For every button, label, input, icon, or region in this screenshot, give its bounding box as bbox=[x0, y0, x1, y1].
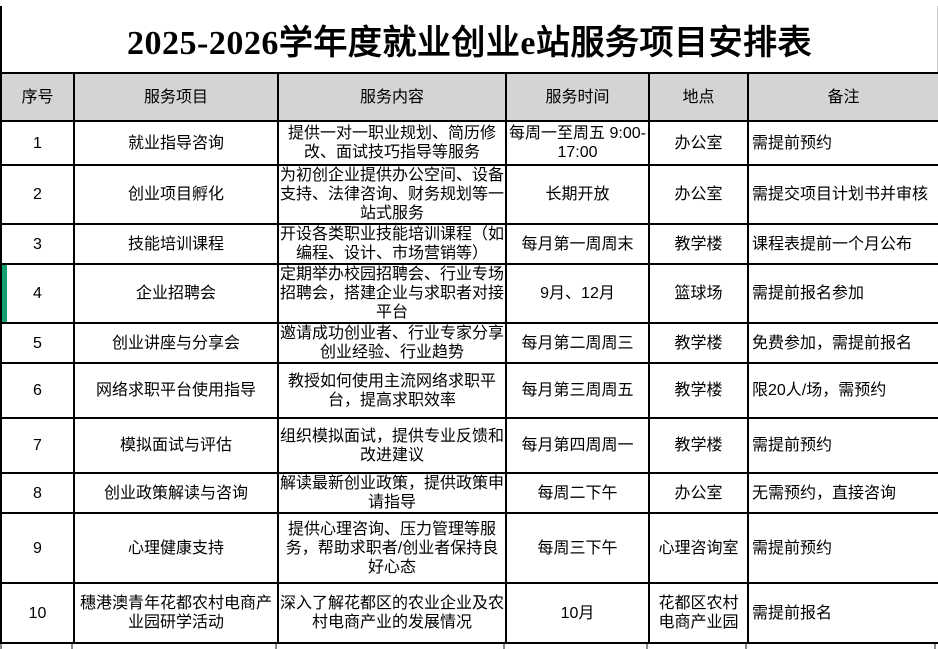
cell-no[interactable]: 8 bbox=[0, 472, 75, 514]
cell-project[interactable]: 创业项目孵化 bbox=[73, 164, 279, 225]
table-row: 7 模拟面试与评估 组织模拟面试，提供专业反馈和改进建议 每月第四周周一 教学楼 需提前预… bbox=[0, 417, 938, 474]
cell-location[interactable]: 花都区农村电商产业园 bbox=[648, 582, 749, 644]
cell-content[interactable]: 深入了解花都区的农业企业及农村电商产业的发展情况 bbox=[277, 582, 507, 644]
cell-no[interactable]: 7 bbox=[0, 417, 75, 474]
cell-note[interactable]: 需提前预约 bbox=[747, 512, 938, 584]
partial-next-row bbox=[0, 644, 938, 649]
cell-project[interactable]: 就业指导咨询 bbox=[73, 120, 279, 166]
cell-content[interactable]: 解读最新创业政策，提供政策申请指导 bbox=[277, 472, 507, 514]
cell-project[interactable]: 创业讲座与分享会 bbox=[73, 322, 279, 364]
cell-note[interactable]: 无需预约，直接咨询 bbox=[747, 472, 938, 514]
cell-location[interactable]: 教学楼 bbox=[648, 417, 749, 474]
cell-location[interactable]: 教学楼 bbox=[648, 223, 749, 265]
cell-no[interactable]: 2 bbox=[0, 164, 75, 225]
cell-location[interactable]: 办公室 bbox=[648, 472, 749, 514]
cell-content[interactable]: 教授如何使用主流网络求职平台，提高求职效率 bbox=[277, 362, 507, 419]
cell-project[interactable]: 模拟面试与评估 bbox=[73, 417, 279, 474]
col-header-location[interactable]: 地点 bbox=[648, 72, 749, 122]
partial-cell bbox=[505, 644, 648, 649]
cell-time[interactable]: 每周三下午 bbox=[505, 512, 650, 584]
cell-location[interactable]: 办公室 bbox=[648, 120, 749, 166]
cell-content[interactable]: 提供一对一职业规划、简历修改、面试技巧指导等服务 bbox=[277, 120, 507, 166]
cell-location[interactable]: 篮球场 bbox=[648, 263, 749, 324]
cell-content[interactable]: 提供心理咨询、压力管理等服务，帮助求职者/创业者保持良好心态 bbox=[277, 512, 507, 584]
col-header-note[interactable]: 备注 bbox=[747, 72, 938, 122]
table-row: 8 创业政策解读与咨询 解读最新创业政策，提供政策申请指导 每周二下午 办公室 无需预约，… bbox=[0, 472, 938, 514]
sheet-title-cell[interactable]: 2025-2026学年度就业创业e站服务项目安排表 bbox=[0, 6, 938, 72]
schedule-table: 序号 服务项目 服务内容 服务时间 地点 备注 1 就业指导咨询 提供一对一职业规划… bbox=[0, 72, 938, 644]
cell-time[interactable]: 每周二下午 bbox=[505, 472, 650, 514]
cell-time[interactable]: 每月第四周周一 bbox=[505, 417, 650, 474]
table-row: 1 就业指导咨询 提供一对一职业规划、简历修改、面试技巧指导等服务 每周一至周五 9:… bbox=[0, 120, 938, 166]
cell-time[interactable]: 9月、12月 bbox=[505, 263, 650, 324]
cell-no[interactable]: 6 bbox=[0, 362, 75, 419]
cell-location[interactable]: 教学楼 bbox=[648, 362, 749, 419]
cell-no[interactable]: 9 bbox=[0, 512, 75, 584]
cell-time[interactable]: 每月第三周周五 bbox=[505, 362, 650, 419]
partial-cell bbox=[747, 644, 936, 649]
table-body: 1 就业指导咨询 提供一对一职业规划、简历修改、面试技巧指导等服务 每周一至周五 9:… bbox=[0, 120, 938, 644]
partial-cell bbox=[0, 644, 73, 649]
cell-location[interactable]: 教学楼 bbox=[648, 322, 749, 364]
cell-project[interactable]: 企业招聘会 bbox=[73, 263, 279, 324]
cell-time[interactable]: 长期开放 bbox=[505, 164, 650, 225]
cell-note[interactable]: 需提前预约 bbox=[747, 417, 938, 474]
col-header-project[interactable]: 服务项目 bbox=[73, 72, 279, 122]
cell-project[interactable]: 技能培训课程 bbox=[73, 223, 279, 265]
table-row: 10 穗港澳青年花都农村电商产业园研学活动 深入了解花都区的农业企业及农村电商产业的… bbox=[0, 582, 938, 644]
cell-note[interactable]: 限20人/场，需预约 bbox=[747, 362, 938, 419]
table-row: 5 创业讲座与分享会 邀请成功创业者、行业专家分享创业经验、行业趋势 每月第二周周三教… bbox=[0, 322, 938, 364]
partial-cell bbox=[277, 644, 505, 649]
col-header-time[interactable]: 服务时间 bbox=[505, 72, 650, 122]
cell-note[interactable]: 需提前报名 bbox=[747, 582, 938, 644]
cell-time[interactable]: 每周一至周五 9:00-17:00 bbox=[505, 120, 650, 166]
cell-note[interactable]: 需提前报名参加 bbox=[747, 263, 938, 324]
table-row: 2 创业项目孵化 为初创企业提供办公空间、设备支持、法律咨询、财务规划等一站式服务长… bbox=[0, 164, 938, 225]
cell-time[interactable]: 每月第一周周末 bbox=[505, 223, 650, 265]
service-schedule-sheet: 2025-2026学年度就业创业e站服务项目安排表 序号 服务项目 服务内容 服… bbox=[0, 6, 938, 649]
cell-project[interactable]: 穗港澳青年花都农村电商产业园研学活动 bbox=[73, 582, 279, 644]
cell-note[interactable]: 课程表提前一个月公布 bbox=[747, 223, 938, 265]
table-row: 6 网络求职平台使用指导 教授如何使用主流网络求职平台，提高求职效率 每月第三周周五教… bbox=[0, 362, 938, 419]
table-row: 4 企业招聘会 定期举办校园招聘会、行业专场招聘会，搭建企业与求职者对接平台 9月、1… bbox=[0, 263, 938, 324]
cell-no[interactable]: 10 bbox=[0, 582, 75, 644]
cell-note[interactable]: 免费参加，需提前报名 bbox=[747, 322, 938, 364]
cell-note[interactable]: 需提交项目计划书并审核 bbox=[747, 164, 938, 225]
cell-time[interactable]: 10月 bbox=[505, 582, 650, 644]
cell-content[interactable]: 为初创企业提供办公空间、设备支持、法律咨询、财务规划等一站式服务 bbox=[277, 164, 507, 225]
cell-no-selected[interactable]: 4 bbox=[0, 263, 75, 324]
cell-project[interactable]: 创业政策解读与咨询 bbox=[73, 472, 279, 514]
cell-location[interactable]: 办公室 bbox=[648, 164, 749, 225]
table-row: 9 心理健康支持 提供心理咨询、压力管理等服务，帮助求职者/创业者保持良好心态 每周三… bbox=[0, 512, 938, 584]
cell-location[interactable]: 心理咨询室 bbox=[648, 512, 749, 584]
cell-project[interactable]: 心理健康支持 bbox=[73, 512, 279, 584]
cell-no[interactable]: 1 bbox=[0, 120, 75, 166]
cell-note[interactable]: 需提前预约 bbox=[747, 120, 938, 166]
cell-no[interactable]: 5 bbox=[0, 322, 75, 364]
cell-content[interactable]: 组织模拟面试，提供专业反馈和改进建议 bbox=[277, 417, 507, 474]
cell-content[interactable]: 开设各类职业技能培训课程（如编程、设计、市场营销等） bbox=[277, 223, 507, 265]
col-header-content[interactable]: 服务内容 bbox=[277, 72, 507, 122]
cell-content[interactable]: 邀请成功创业者、行业专家分享创业经验、行业趋势 bbox=[277, 322, 507, 364]
header-row: 序号 服务项目 服务内容 服务时间 地点 备注 bbox=[0, 72, 938, 122]
partial-cell bbox=[73, 644, 277, 649]
cell-time[interactable]: 每月第二周周三 bbox=[505, 322, 650, 364]
partial-cell bbox=[648, 644, 747, 649]
cell-no[interactable]: 3 bbox=[0, 223, 75, 265]
table-row: 3 技能培训课程 开设各类职业技能培训课程（如编程、设计、市场营销等） 每月第一周周末… bbox=[0, 223, 938, 265]
cell-project[interactable]: 网络求职平台使用指导 bbox=[73, 362, 279, 419]
col-header-no[interactable]: 序号 bbox=[0, 72, 75, 122]
cell-content[interactable]: 定期举办校园招聘会、行业专场招聘会，搭建企业与求职者对接平台 bbox=[277, 263, 507, 324]
